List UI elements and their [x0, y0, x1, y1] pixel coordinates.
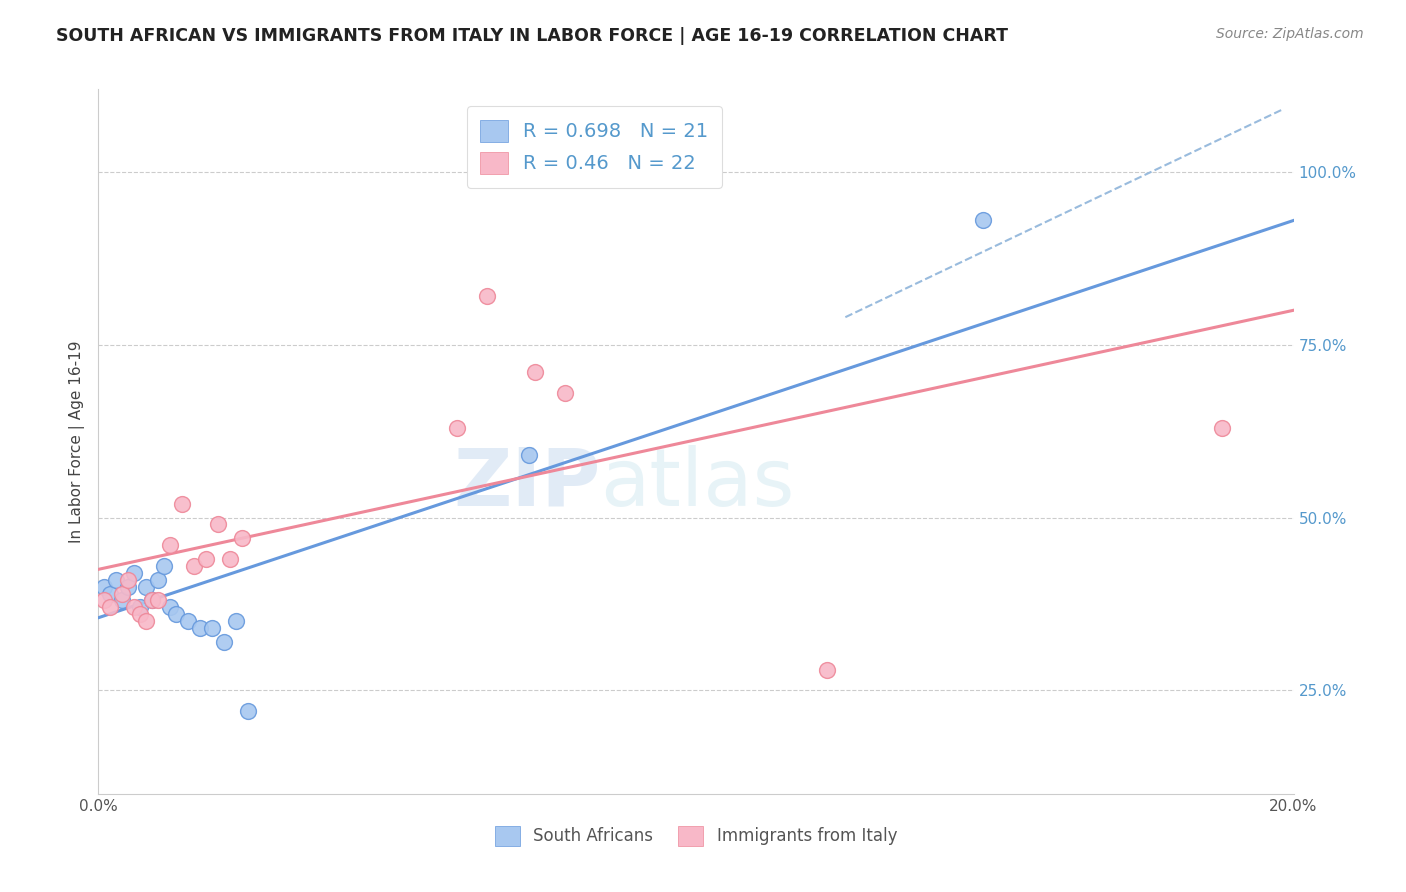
Point: [225, 614, 247, 628]
Point: [141, 593, 163, 607]
Point: [98, 586, 122, 600]
Text: ZIP: ZIP: [453, 445, 600, 523]
Point: [153, 558, 176, 573]
Point: [93, 580, 115, 594]
Point: [111, 586, 134, 600]
Point: [141, 593, 163, 607]
Point: [98, 600, 122, 615]
Text: Source: ZipAtlas.com: Source: ZipAtlas.com: [1216, 27, 1364, 41]
Point: [972, 213, 994, 227]
Point: [159, 600, 181, 615]
Point: [183, 558, 205, 573]
Point: [475, 289, 498, 303]
Point: [172, 497, 194, 511]
Point: [207, 517, 229, 532]
Point: [117, 580, 139, 594]
Point: [1211, 421, 1233, 435]
Point: [105, 573, 128, 587]
Text: SOUTH AFRICAN VS IMMIGRANTS FROM ITALY IN LABOR FORCE | AGE 16-19 CORRELATION CH: SOUTH AFRICAN VS IMMIGRANTS FROM ITALY I…: [56, 27, 1008, 45]
Point: [93, 593, 115, 607]
Point: [148, 573, 170, 587]
Point: [124, 566, 146, 580]
Point: [236, 704, 259, 718]
Point: [159, 538, 181, 552]
Point: [129, 607, 152, 622]
Point: [201, 621, 224, 635]
Point: [517, 448, 540, 462]
Point: [554, 386, 576, 401]
Point: [135, 614, 157, 628]
Point: [446, 421, 468, 435]
Legend: South Africans, Immigrants from Italy: South Africans, Immigrants from Italy: [485, 815, 907, 856]
Point: [523, 366, 546, 380]
Point: [111, 593, 134, 607]
Point: [815, 663, 838, 677]
Point: [124, 600, 146, 615]
Point: [177, 614, 200, 628]
Point: [148, 593, 170, 607]
Point: [165, 607, 187, 622]
Point: [195, 552, 218, 566]
Point: [129, 600, 152, 615]
Point: [117, 573, 139, 587]
Point: [188, 621, 211, 635]
Point: [231, 531, 253, 545]
Point: [135, 580, 157, 594]
Y-axis label: In Labor Force | Age 16-19: In Labor Force | Age 16-19: [69, 340, 84, 543]
Point: [219, 552, 242, 566]
Point: [212, 635, 235, 649]
Text: atlas: atlas: [600, 445, 794, 523]
